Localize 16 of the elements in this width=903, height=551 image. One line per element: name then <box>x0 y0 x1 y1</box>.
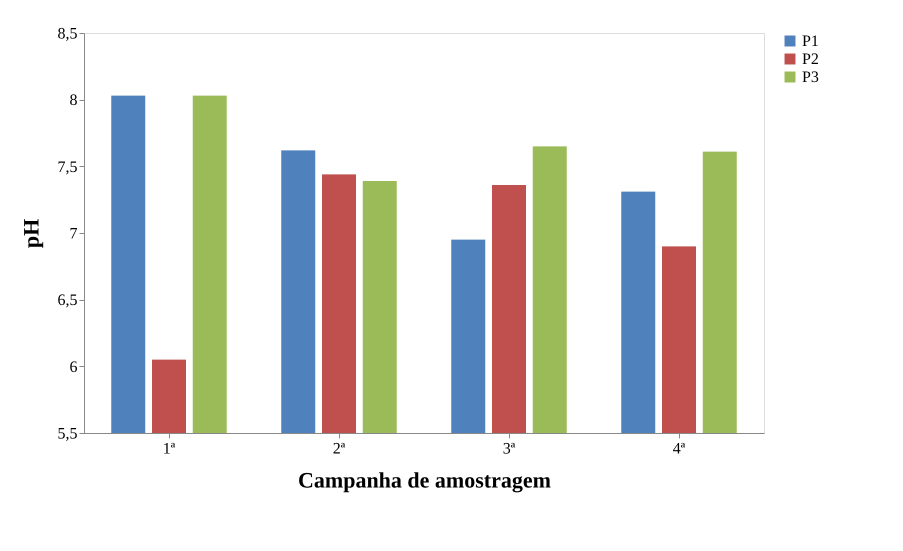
y-axis-title: pH <box>18 218 44 248</box>
y-tick-label: 8 <box>70 92 78 110</box>
y-tick-label: 7,5 <box>58 158 78 176</box>
y-tick-label: 8,5 <box>58 26 78 42</box>
y-tick-label: 7 <box>70 226 78 242</box>
x-tick-label: 1ª <box>162 440 176 458</box>
x-tick-label: 4ª <box>672 440 686 458</box>
legend-label: P1 <box>802 33 819 50</box>
x-tick-label: 2ª <box>332 440 346 458</box>
legend-label: P3 <box>802 69 819 86</box>
legend-label: P2 <box>802 51 819 68</box>
y-tick-label: 5,5 <box>58 426 78 442</box>
y-tick-label: 6 <box>70 358 78 376</box>
y-tick-label: 6,5 <box>58 292 78 310</box>
x-axis-title: Campanha de amostragem <box>298 468 551 492</box>
x-tick-label: 3ª <box>502 440 516 458</box>
